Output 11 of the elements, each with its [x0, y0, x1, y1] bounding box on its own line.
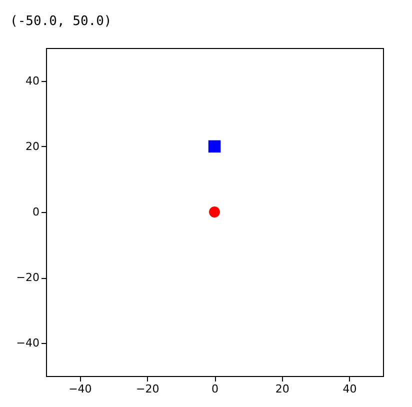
y-tick-label: −20	[16, 271, 40, 284]
x-tick-label: −20	[136, 382, 160, 396]
y-tick-label: 20	[26, 140, 40, 153]
x-tick-label: 20	[275, 382, 290, 396]
y-tick-label: −40	[16, 336, 40, 350]
x-tick-label: 40	[342, 382, 357, 396]
chart-title: (-50.0, 50.0)	[10, 14, 112, 29]
y-tick-label: 0	[32, 206, 40, 218]
x-tick-label: 0	[212, 382, 218, 396]
x-tick-label: −40	[68, 382, 92, 396]
y-tick-label: 40	[26, 74, 40, 88]
